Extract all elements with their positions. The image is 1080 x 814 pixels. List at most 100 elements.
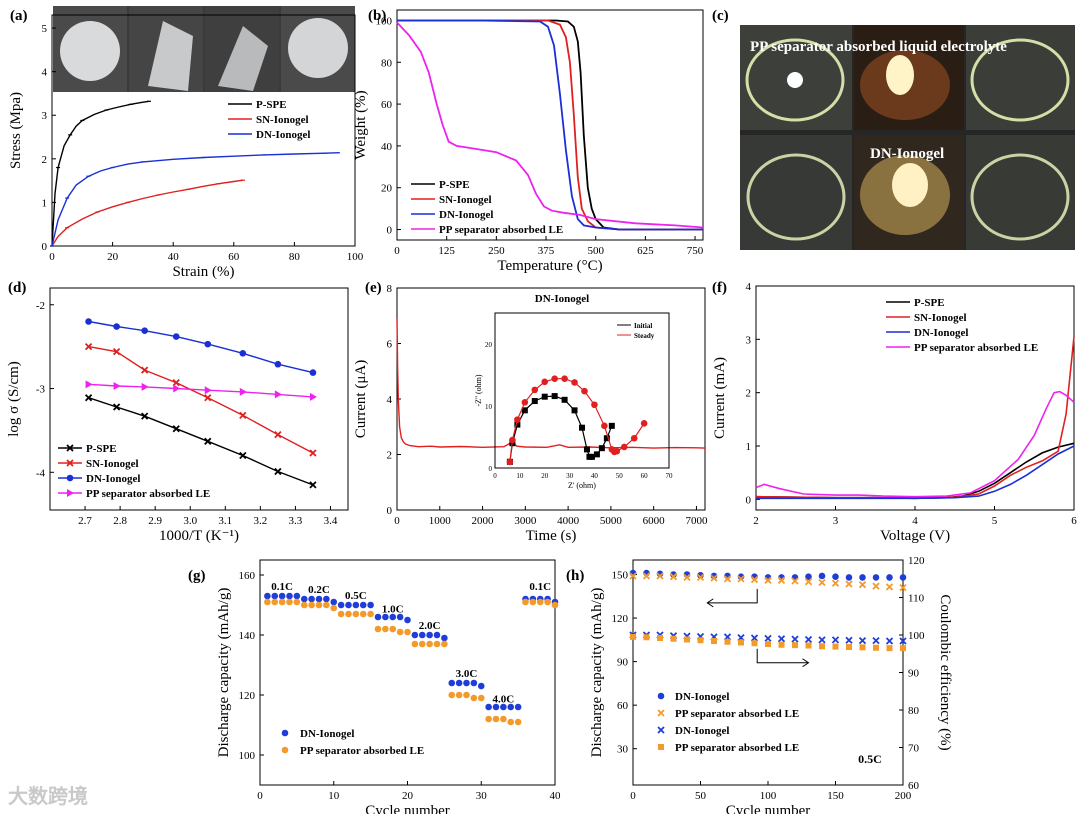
g-point bbox=[448, 679, 456, 687]
g-point bbox=[330, 604, 338, 612]
g-point bbox=[522, 598, 529, 606]
g-point bbox=[396, 613, 404, 621]
g-point bbox=[308, 601, 315, 609]
a-xtick-label: 100 bbox=[347, 251, 364, 263]
a-xlabel: Strain (%) bbox=[172, 264, 234, 280]
h-xtick-label: 200 bbox=[895, 790, 912, 802]
g-point bbox=[382, 613, 389, 621]
d-xtick-label: 3.2 bbox=[253, 515, 267, 527]
h-point bbox=[832, 573, 839, 580]
g-point bbox=[337, 601, 345, 609]
b-ytick-label: 100 bbox=[376, 15, 393, 27]
h-legend-label: DN-Ionogel bbox=[675, 725, 729, 737]
g-point bbox=[463, 691, 470, 699]
g-rate-label: 2.0C bbox=[419, 620, 441, 632]
g-point bbox=[374, 613, 382, 621]
h-point bbox=[764, 576, 772, 584]
b-xtick-label: 625 bbox=[637, 245, 654, 257]
e-xtick-label: 3000 bbox=[514, 515, 537, 527]
h-legend-label: DN-Ionogel bbox=[675, 691, 729, 703]
d-xtick-label: 2.7 bbox=[78, 515, 92, 527]
h-point bbox=[804, 578, 813, 586]
g-point bbox=[323, 601, 330, 609]
f-series-line bbox=[756, 445, 1075, 500]
h-point bbox=[696, 573, 705, 582]
panel-e-label: (e) bbox=[365, 280, 382, 296]
g-point bbox=[382, 625, 389, 633]
g-point bbox=[433, 640, 441, 648]
g-point bbox=[500, 703, 507, 711]
e-inset-point bbox=[521, 398, 529, 406]
e-inset-point bbox=[598, 445, 605, 452]
d-point bbox=[274, 467, 282, 476]
h-y2tick-label: 90 bbox=[908, 668, 920, 680]
chart-g: 0 10 20 30 40 100 120 140 160 Cycle number Dischar… bbox=[216, 559, 562, 814]
g-point bbox=[411, 640, 419, 648]
d-legend-label: PP separator absorbed LE bbox=[86, 488, 210, 500]
e-inset-ylabel: -Z'' (ohm) bbox=[474, 374, 483, 406]
h-xtick-label: 50 bbox=[695, 790, 707, 802]
e-inset-ytick: 10 bbox=[485, 403, 493, 411]
g-point bbox=[529, 598, 537, 606]
h-point bbox=[629, 572, 637, 580]
g-point bbox=[359, 610, 367, 618]
a-xtick-label: 60 bbox=[228, 251, 240, 263]
d-point bbox=[309, 481, 317, 489]
g-point bbox=[470, 679, 478, 687]
h-point bbox=[858, 636, 867, 645]
e-inset-xtick: 20 bbox=[541, 472, 549, 480]
g-point bbox=[367, 610, 374, 618]
e-inset-xtick: 30 bbox=[566, 472, 574, 480]
e-inset-point bbox=[541, 393, 548, 400]
d-point bbox=[112, 403, 121, 411]
h-point bbox=[764, 634, 772, 643]
h-point bbox=[872, 636, 880, 645]
e-inset-xtick: 70 bbox=[666, 472, 674, 480]
e-inset-point bbox=[581, 387, 588, 395]
d-point bbox=[274, 430, 282, 439]
e-inset-point bbox=[531, 386, 539, 394]
d-xtick-label: 2.8 bbox=[113, 515, 127, 527]
g-xtick-label: 40 bbox=[550, 790, 562, 802]
g-point bbox=[278, 598, 286, 606]
g-point bbox=[352, 601, 360, 609]
e-inset-title: DN-Ionogel bbox=[535, 293, 589, 305]
d-point bbox=[172, 379, 180, 387]
h-point bbox=[845, 636, 853, 644]
g-point bbox=[455, 679, 463, 687]
b-ytick-label: 20 bbox=[381, 183, 393, 195]
d-point bbox=[141, 366, 149, 374]
e-inset-point bbox=[579, 424, 585, 431]
h-point bbox=[831, 579, 840, 587]
e-inset-point bbox=[640, 420, 648, 427]
e-inset-xtick: 10 bbox=[516, 472, 524, 480]
f-ytick-label: 4 bbox=[746, 281, 752, 293]
g-point bbox=[293, 592, 301, 600]
e-xtick-label: 0 bbox=[394, 515, 400, 527]
g-point bbox=[323, 595, 330, 603]
panel-a-label: (a) bbox=[10, 8, 28, 24]
g-xtick-label: 20 bbox=[402, 790, 414, 802]
d-xtick-label: 3.0 bbox=[183, 515, 197, 527]
a-xtick-label: 40 bbox=[168, 251, 180, 263]
g-ytick-label: 120 bbox=[239, 690, 256, 702]
h-ytick-label: 30 bbox=[617, 744, 629, 756]
e-series-line bbox=[396, 318, 706, 449]
b-legend-label: PP separator absorbed LE bbox=[439, 224, 563, 236]
b-xtick-label: 0 bbox=[394, 245, 400, 257]
g-legend-label: DN-Ionogel bbox=[300, 728, 354, 740]
h-point bbox=[845, 580, 853, 588]
b-xlabel: Temperature (°C) bbox=[497, 258, 602, 274]
e-inset-point bbox=[514, 416, 521, 423]
e-inset-point bbox=[509, 436, 516, 444]
e-xtick-label: 2000 bbox=[472, 515, 495, 527]
h-point bbox=[899, 637, 907, 645]
h-legend-label: PP separator absorbed LE bbox=[675, 708, 799, 720]
e-xtick-label: 4000 bbox=[557, 515, 580, 527]
g-point bbox=[551, 601, 559, 609]
g-point bbox=[441, 634, 448, 642]
h-point bbox=[670, 635, 677, 642]
g-point bbox=[337, 610, 345, 618]
panel-f-label: (f) bbox=[712, 280, 727, 296]
d-point bbox=[239, 451, 247, 460]
